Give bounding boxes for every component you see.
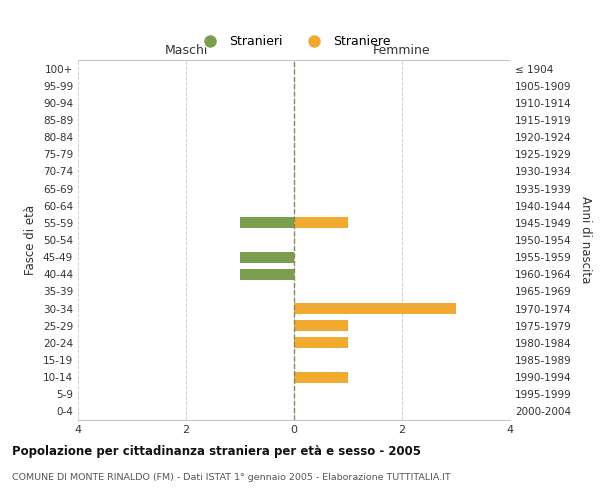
Text: COMUNE DI MONTE RINALDO (FM) - Dati ISTAT 1° gennaio 2005 - Elaborazione TUTTITA: COMUNE DI MONTE RINALDO (FM) - Dati ISTA… bbox=[12, 472, 451, 482]
Bar bbox=[294, 372, 348, 382]
Text: Popolazione per cittadinanza straniera per età e sesso - 2005: Popolazione per cittadinanza straniera p… bbox=[12, 445, 421, 458]
Bar bbox=[240, 252, 294, 262]
Bar bbox=[240, 268, 294, 280]
Y-axis label: Fasce di età: Fasce di età bbox=[25, 205, 37, 275]
Text: Femmine: Femmine bbox=[373, 44, 431, 57]
Legend: Stranieri, Straniere: Stranieri, Straniere bbox=[193, 30, 395, 53]
Text: Maschi: Maschi bbox=[164, 44, 208, 57]
Y-axis label: Anni di nascita: Anni di nascita bbox=[578, 196, 592, 284]
Bar bbox=[294, 320, 348, 332]
Bar bbox=[294, 303, 456, 314]
Bar bbox=[294, 218, 348, 228]
Bar bbox=[240, 218, 294, 228]
Bar bbox=[294, 338, 348, 348]
